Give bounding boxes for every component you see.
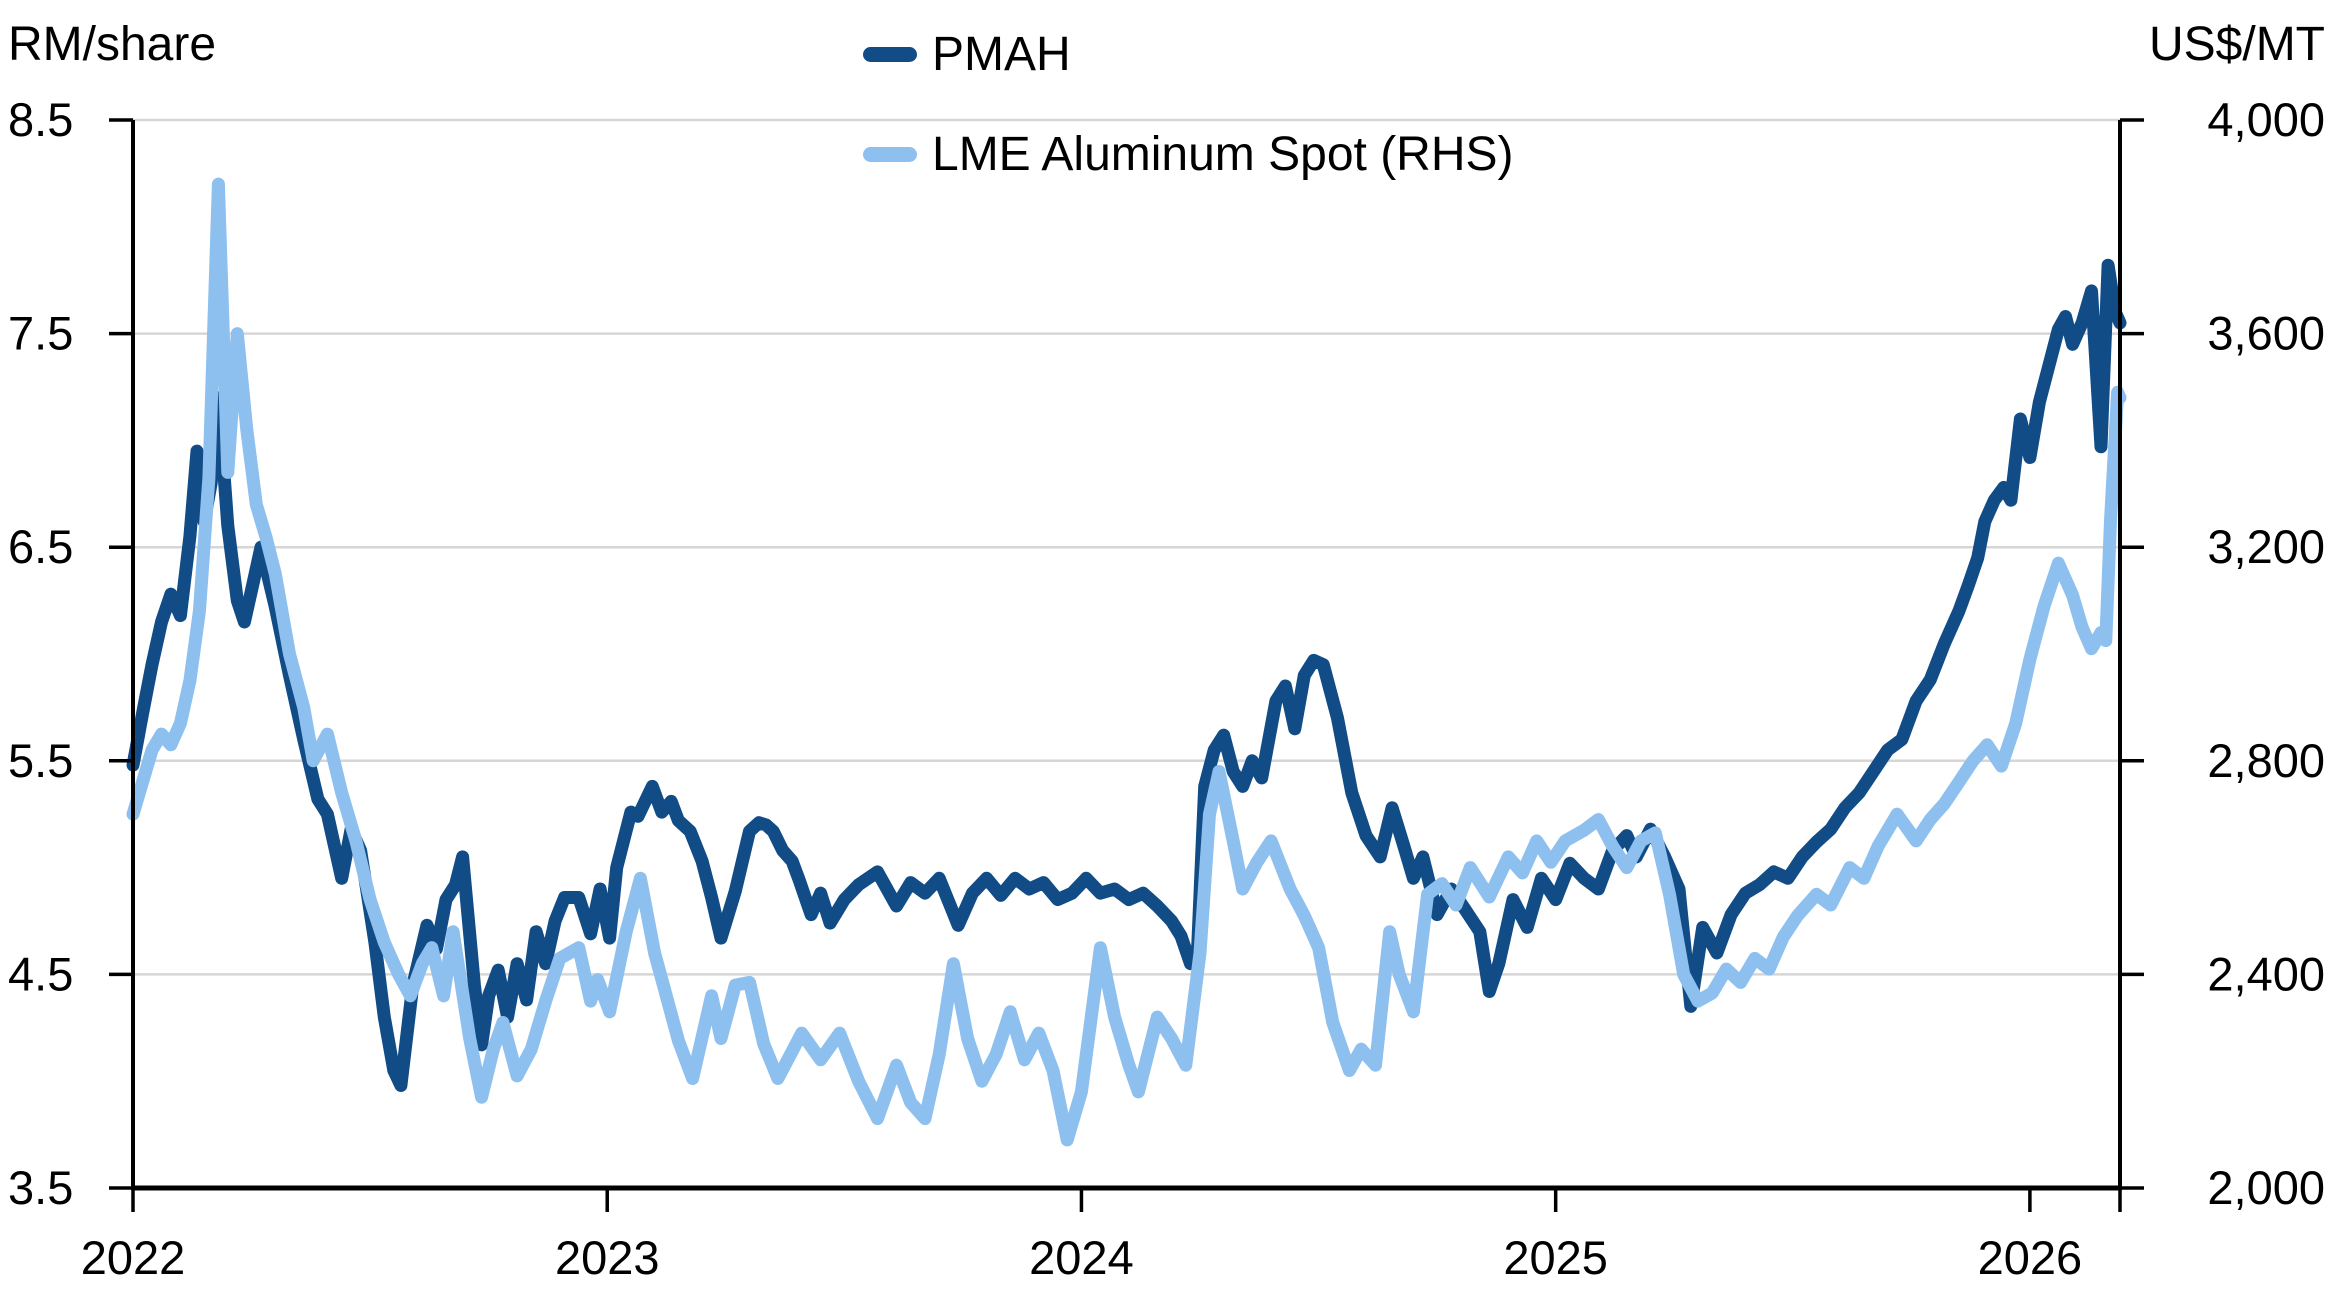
pmah-legend-label: PMAH bbox=[932, 28, 1071, 81]
axes-layer bbox=[109, 118, 2144, 1212]
x-axis-year-label: 2022 bbox=[81, 1231, 186, 1284]
left-axis-tick-label: 7.5 bbox=[8, 307, 73, 360]
right-axis-tick-label: 3,200 bbox=[2207, 520, 2325, 573]
tick-labels-layer: 8.5 7.5 6.5 5.5 4.5 3.5 4,000 3,600 3,200 2,800 2,… bbox=[8, 93, 2325, 1284]
legend: PMAH LME Aluminum Spot (RHS) bbox=[863, 28, 1514, 181]
lme-legend-label: LME Aluminum Spot (RHS) bbox=[932, 128, 1514, 181]
x-axis-year-label: 2025 bbox=[1503, 1231, 1608, 1284]
right-axis-tick-label: 2,000 bbox=[2207, 1161, 2325, 1214]
series-layer bbox=[126, 177, 2127, 1147]
right-axis-tick-label: 2,800 bbox=[2207, 734, 2325, 787]
left-axis-tick-label: 3.5 bbox=[8, 1161, 73, 1214]
right-axis-unit-label: US$/MT bbox=[2149, 18, 2325, 71]
left-axis-tick-label: 5.5 bbox=[8, 734, 73, 787]
left-axis-unit-label: RM/share bbox=[8, 18, 216, 71]
x-axis-year-label: 2023 bbox=[555, 1231, 660, 1284]
right-axis-tick-label: 3,600 bbox=[2207, 307, 2325, 360]
left-axis-tick-label: 6.5 bbox=[8, 520, 73, 573]
x-axis-year-label: 2026 bbox=[1978, 1231, 2083, 1284]
lme-legend-swatch bbox=[863, 147, 917, 162]
pmah-legend-swatch bbox=[863, 47, 917, 62]
x-axis-year-label: 2024 bbox=[1029, 1231, 1134, 1284]
pmah-line bbox=[126, 258, 2127, 1092]
lme-aluminum-line bbox=[126, 177, 2127, 1147]
right-axis-tick-label: 4,000 bbox=[2207, 93, 2325, 146]
gridlines-layer bbox=[133, 118, 2120, 1190]
right-axis-tick-label: 2,400 bbox=[2207, 947, 2325, 1000]
left-axis-tick-label: 8.5 bbox=[8, 93, 73, 146]
left-axis-tick-label: 4.5 bbox=[8, 947, 73, 1000]
